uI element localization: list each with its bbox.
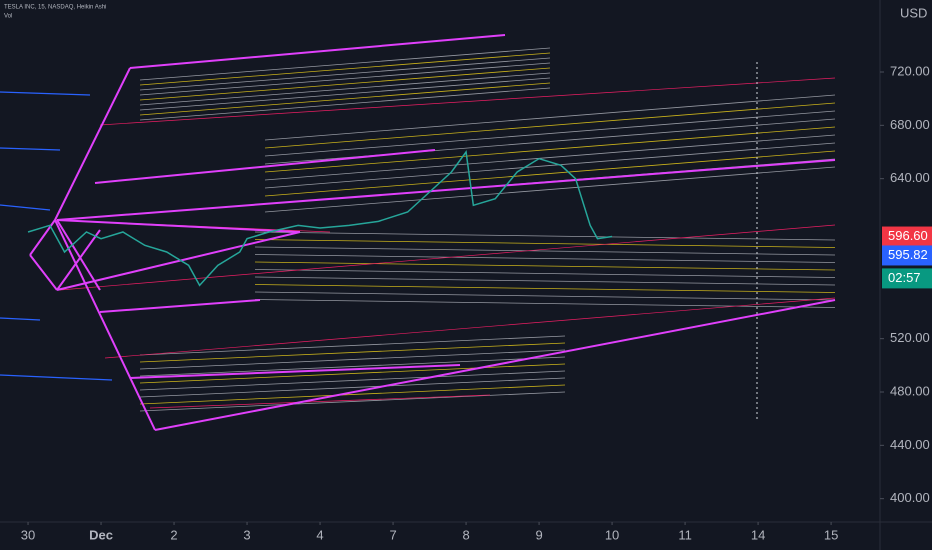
- fib-line: [139, 62, 551, 96]
- fib-line: [254, 254, 836, 263]
- fib-line: [139, 52, 551, 86]
- blue-line: [0, 147, 61, 151]
- fib-line: [254, 276, 836, 286]
- x-tick-label: 4: [316, 527, 323, 542]
- x-tick-label: 7: [389, 527, 396, 542]
- fib-line: [139, 356, 566, 377]
- pitchfork-handle: [54, 67, 131, 221]
- fib-line: [264, 94, 836, 141]
- y-tick-label: 520.00: [890, 330, 930, 345]
- y-tick-label: 400.00: [890, 490, 930, 505]
- fib-line: [264, 126, 836, 173]
- pitchfork-line: [59, 224, 836, 291]
- fib-line: [139, 363, 566, 384]
- fib-line: [264, 142, 836, 189]
- pitchfork-handle: [56, 219, 101, 291]
- pitchfork-line: [56, 159, 836, 221]
- fib-line: [139, 335, 566, 356]
- blue-line: [0, 317, 41, 321]
- x-tick-label: 14: [751, 527, 765, 542]
- x-tick-label: 2: [170, 527, 177, 542]
- y-tick-label: 720.00: [890, 63, 930, 78]
- x-tick-label: 10: [605, 527, 619, 542]
- fib-line: [254, 246, 836, 256]
- x-tick-label: 15: [824, 527, 838, 542]
- pitchfork-line: [129, 34, 506, 69]
- x-tick-label: 9: [535, 527, 542, 542]
- blue-line: [0, 91, 91, 96]
- pitchfork-line: [94, 149, 436, 184]
- price-label: 595.82: [888, 247, 928, 262]
- fib-line: [139, 384, 566, 405]
- fib-line: [254, 231, 836, 241]
- price-line: [27, 150, 613, 287]
- fib-line: [264, 150, 836, 197]
- drawings: [0, 34, 836, 431]
- x-tick-label: Dec: [89, 527, 113, 542]
- fib-line: [139, 391, 566, 412]
- fib-line: [254, 291, 836, 301]
- fib-line: [139, 370, 566, 391]
- blue-line: [0, 374, 113, 381]
- symbol-title: TESLA INC, 15, NASDAQ, Heikin Ashi: [4, 5, 106, 11]
- fib-line: [139, 72, 551, 106]
- y-tick-label: 440.00: [890, 437, 930, 452]
- fib-line: [264, 166, 836, 213]
- x-tick-label: 11: [678, 527, 692, 542]
- volume-label: Vol: [4, 14, 12, 20]
- x-tick-label: 8: [462, 527, 469, 542]
- fib-line: [264, 134, 836, 181]
- pitchfork-handle: [56, 219, 301, 233]
- fib-line: [139, 57, 551, 91]
- pitchfork-line: [149, 394, 491, 409]
- price-label-box: [882, 268, 932, 289]
- y-tick-label: 480.00: [890, 383, 930, 398]
- fib-line: [139, 47, 551, 81]
- pitchfork-handle: [54, 219, 156, 431]
- fib-line: [139, 87, 551, 121]
- price-label: 596.60: [888, 228, 928, 243]
- pitchfork-line: [99, 299, 261, 313]
- y-tick-label: 680.00: [890, 117, 930, 132]
- fib-line: [139, 377, 566, 398]
- fib-line: [254, 239, 836, 248]
- pitchfork-line: [99, 77, 836, 126]
- x-tick-label: 3: [243, 527, 250, 542]
- pitchfork-handle: [56, 231, 301, 291]
- fib-line: [254, 261, 836, 271]
- blue-line: [0, 204, 51, 211]
- pitchfork-handle: [29, 254, 58, 291]
- pitchfork-line: [154, 299, 836, 431]
- currency: USD: [900, 5, 927, 20]
- price-label: 02:57: [888, 270, 921, 285]
- fib-line: [139, 67, 551, 101]
- fib-line: [254, 284, 836, 293]
- fib-line: [139, 82, 551, 116]
- fib-line: [264, 110, 836, 157]
- fib-line: [139, 349, 566, 370]
- pitchfork-handle: [56, 229, 101, 291]
- price-label-box: [882, 226, 932, 247]
- price-label-box: [882, 245, 932, 266]
- fib-line: [264, 102, 836, 149]
- x-tick-label: 30: [21, 527, 35, 542]
- pitchfork-line: [129, 364, 461, 379]
- fib-line: [139, 342, 566, 363]
- pitchfork-line: [104, 297, 836, 359]
- fib-line: [254, 269, 836, 278]
- fib-line: [139, 77, 551, 111]
- y-tick-label: 640.00: [890, 170, 930, 185]
